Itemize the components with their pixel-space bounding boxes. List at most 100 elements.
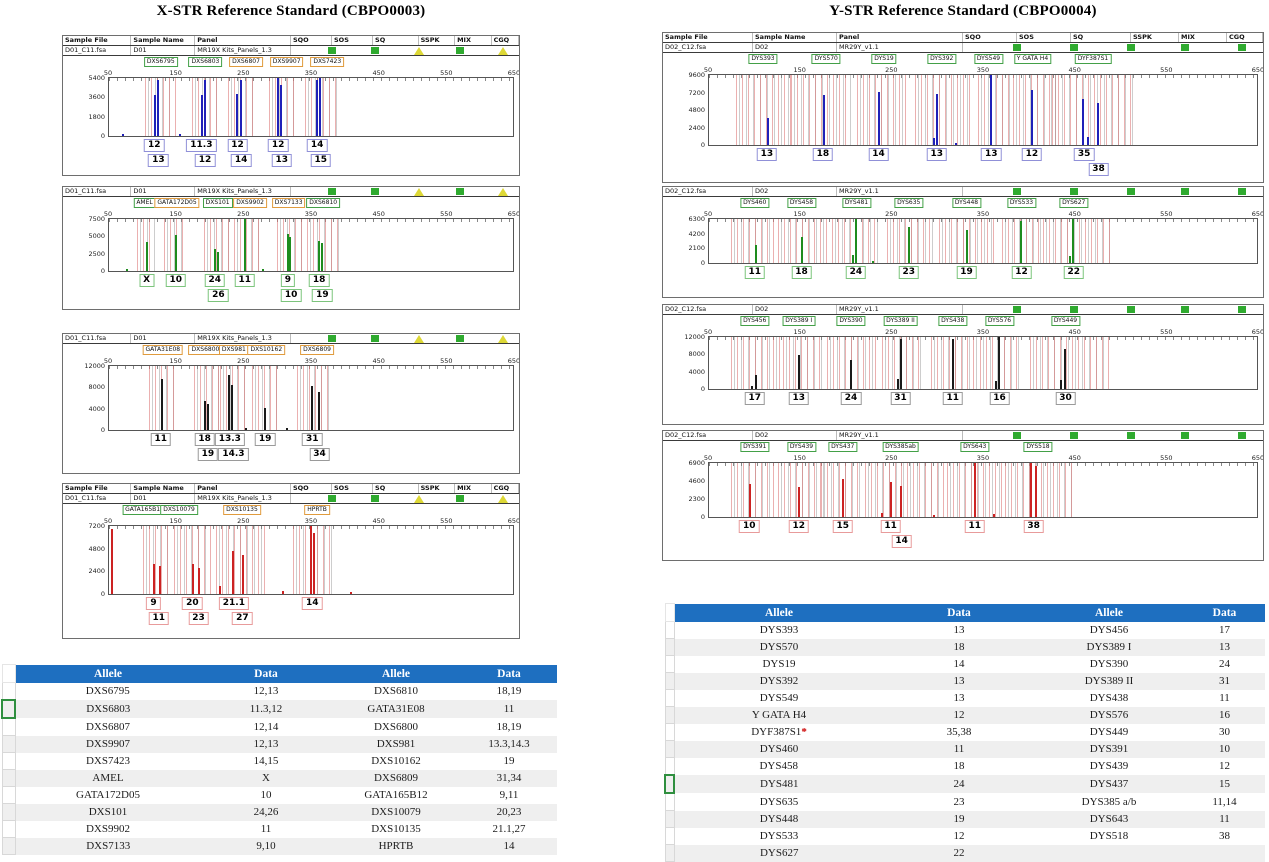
data-cell[interactable]: 20,23 [461, 803, 557, 821]
data-cell[interactable]: 19 [503, 755, 515, 767]
data-cell[interactable]: 31,34 [461, 769, 557, 787]
allele-cell[interactable]: DYS627 [674, 844, 884, 862]
allele-cell[interactable]: DYS456 [1089, 624, 1129, 636]
allele-cell[interactable]: DXS6810 [373, 685, 418, 698]
gutter-cell[interactable] [1, 803, 16, 821]
data-cell[interactable]: 18 [884, 638, 1034, 656]
allele-cell[interactable]: DYS393 [759, 624, 799, 636]
allele-cell[interactable]: DYS449 [1089, 726, 1129, 738]
data-cell[interactable]: 18,19 [496, 685, 522, 698]
data-cell[interactable]: 24 [884, 775, 1034, 793]
gutter-cell[interactable] [1, 718, 16, 736]
allele-cell[interactable]: DYS437 [1034, 775, 1184, 793]
data-cell[interactable]: 12 [953, 830, 965, 842]
data-cell[interactable]: 18,19 [496, 720, 522, 733]
allele-cell[interactable]: DXS6803 [15, 700, 201, 718]
data-cell[interactable]: 10 [1184, 740, 1265, 758]
allele-cell[interactable]: DYS438 [1089, 692, 1129, 704]
gutter-cell[interactable] [1, 769, 16, 787]
data-cell[interactable]: 24,26 [201, 803, 331, 821]
data-cell[interactable]: 12,13 [201, 735, 331, 753]
data-cell[interactable]: 35,38 [946, 726, 972, 738]
allele-cell[interactable]: DXS10162 [371, 755, 421, 767]
data-cell[interactable]: 12,14 [253, 720, 279, 733]
gutter-cell[interactable] [664, 793, 675, 811]
data-cell[interactable]: 11 [1184, 810, 1265, 828]
data-cell[interactable] [1184, 844, 1265, 862]
data-cell[interactable]: 22 [884, 844, 1034, 862]
allele-cell[interactable]: DYS389 I [1034, 638, 1184, 656]
allele-cell[interactable]: DYS481 [674, 775, 884, 793]
allele-cell[interactable]: DXS6809 [331, 769, 461, 787]
data-cell[interactable]: 13.3,14.3 [461, 735, 557, 753]
allele-cell[interactable] [1034, 844, 1184, 862]
gutter-cell[interactable] [1, 735, 16, 753]
allele-cell[interactable]: DYS643 [1034, 810, 1184, 828]
data-cell[interactable]: 11.3,12 [201, 700, 331, 718]
allele-cell[interactable]: HPRTB [331, 837, 461, 855]
active-cell-marker[interactable] [1, 699, 16, 719]
data-cell[interactable]: X [201, 769, 331, 787]
allele-cell[interactable]: DYS19 [762, 658, 796, 670]
allele-cell[interactable]: DYS570 [674, 638, 884, 656]
gutter-cell[interactable] [664, 621, 675, 639]
data-cell[interactable]: 11 [1219, 692, 1230, 704]
gutter-cell[interactable] [664, 689, 675, 707]
gutter-cell[interactable] [1, 837, 16, 855]
data-cell[interactable]: 12 [884, 706, 1034, 724]
gutter-cell[interactable] [664, 740, 675, 758]
allele-cell[interactable]: DYS439 [1089, 760, 1129, 773]
allele-cell[interactable]: DXS9907 [15, 735, 201, 753]
allele-cell[interactable]: DXS7423 [85, 755, 130, 767]
data-cell[interactable]: 12,13 [253, 685, 279, 698]
gutter-cell[interactable] [1, 682, 16, 701]
data-cell[interactable]: 13 [1184, 638, 1265, 656]
allele-cell[interactable]: DYS392 [674, 672, 884, 690]
data-cell[interactable]: 10 [260, 789, 272, 801]
allele-cell[interactable]: GATA172D05 [76, 789, 140, 801]
allele-cell[interactable]: Y GATA H4 [674, 706, 884, 724]
data-cell[interactable]: 11,14 [1212, 795, 1237, 808]
data-cell[interactable]: 9,10 [201, 837, 331, 855]
data-cell[interactable]: 13 [884, 672, 1034, 690]
allele-cell[interactable]: DXS9902 [85, 823, 130, 835]
data-cell[interactable]: 11 [260, 823, 272, 835]
data-cell[interactable]: 31 [1184, 672, 1265, 690]
gutter-cell[interactable] [664, 723, 675, 741]
allele-cell[interactable]: DXS981 [331, 735, 461, 753]
allele-cell[interactable]: DXS101 [15, 803, 201, 821]
allele-cell[interactable]: DYS389 II [1034, 672, 1184, 690]
allele-cell[interactable]: DXS10079 [331, 803, 461, 821]
data-cell[interactable]: 30 [1219, 726, 1230, 738]
active-cell-marker[interactable] [664, 774, 675, 794]
allele-cell[interactable]: DYS518 [1089, 830, 1129, 842]
allele-cell[interactable]: DYS390 [1089, 658, 1129, 670]
data-cell[interactable]: 24 [1219, 658, 1230, 670]
data-cell[interactable]: 16 [1184, 706, 1265, 724]
data-cell[interactable]: 14,15 [253, 755, 279, 767]
data-cell[interactable]: 13 [953, 692, 965, 704]
allele-cell[interactable]: DYS533 [759, 830, 799, 842]
gutter-cell[interactable] [1, 820, 16, 838]
allele-cell[interactable]: DYF387S1* [751, 726, 807, 738]
allele-cell[interactable]: DYS576 [1034, 706, 1184, 724]
data-cell[interactable]: 18 [953, 760, 965, 773]
allele-cell[interactable]: DYS391 [1034, 740, 1184, 758]
allele-cell[interactable]: AMEL [15, 769, 201, 787]
data-cell[interactable]: 23 [953, 795, 965, 808]
gutter-cell[interactable] [664, 638, 675, 656]
gutter-cell[interactable] [1, 786, 16, 804]
allele-cell[interactable]: DYS448 [674, 810, 884, 828]
gutter-cell[interactable] [1, 752, 16, 770]
gutter-cell[interactable] [664, 672, 675, 690]
gutter-cell[interactable] [664, 827, 675, 845]
allele-cell[interactable]: DXS6800 [373, 720, 418, 733]
allele-cell[interactable]: DXS6807 [85, 720, 130, 733]
data-cell[interactable]: 15 [1184, 775, 1265, 793]
gutter-cell[interactable] [664, 844, 675, 862]
data-cell[interactable]: 19 [884, 810, 1034, 828]
allele-cell[interactable]: DYS549 [759, 692, 799, 704]
allele-cell[interactable]: DXS6795 [85, 685, 130, 698]
data-cell[interactable]: 13 [953, 624, 965, 636]
gutter-cell[interactable] [664, 655, 675, 673]
